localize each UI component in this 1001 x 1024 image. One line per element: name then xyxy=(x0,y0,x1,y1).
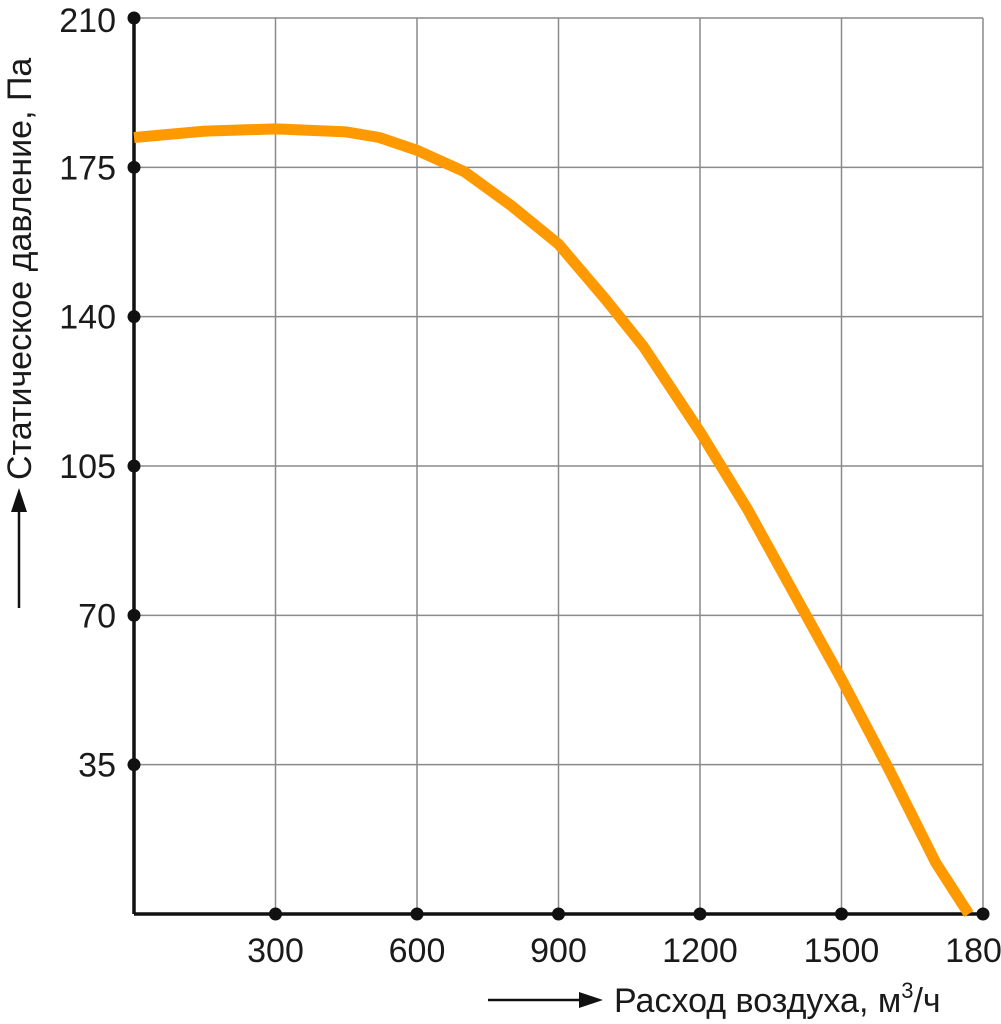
y-tick-label: 210 xyxy=(59,2,116,40)
x-tick-marker xyxy=(976,907,990,921)
x-tick-marker xyxy=(269,907,282,921)
x-axis-title-sup: 3 xyxy=(901,978,913,1003)
x-tick-label: 1500 xyxy=(804,932,880,970)
y-tick-label: 140 xyxy=(59,299,116,337)
y-axis-arrow-head xyxy=(11,488,27,512)
y-tick-label: 70 xyxy=(78,597,116,635)
y-tick-marker xyxy=(127,160,141,174)
y-tick-label: 35 xyxy=(78,747,116,785)
tick-labels: 300 600 900 1200 1500 1800 35 70 105 140 175 210 xyxy=(59,2,1001,970)
y-tick-label: 175 xyxy=(59,149,116,187)
x-tick-label: 1800 xyxy=(945,932,1001,970)
x-axis-title-tail: /ч xyxy=(913,982,940,1020)
x-axis-title-group: Расход воздуха, м3/ч xyxy=(488,978,941,1020)
series xyxy=(133,123,974,917)
x-tick-marker xyxy=(835,907,848,921)
series-line xyxy=(133,123,974,917)
y-tick-marker xyxy=(127,608,141,622)
x-tick-label: 1200 xyxy=(662,932,738,970)
y-tick-marker xyxy=(127,459,141,473)
x-tick-marker xyxy=(552,907,565,921)
tick-markers xyxy=(127,11,990,921)
y-axis-title-group: Статическое давление, Па xyxy=(1,58,39,608)
x-tick-label: 900 xyxy=(530,932,587,970)
y-tick-label: 105 xyxy=(59,448,116,486)
x-axis-title-main: Расход воздуха, м xyxy=(614,982,901,1020)
y-tick-marker xyxy=(127,310,141,324)
x-tick-label: 600 xyxy=(389,932,446,970)
y-tick-marker xyxy=(127,11,141,25)
y-tick-marker xyxy=(127,758,141,772)
x-tick-label: 300 xyxy=(247,932,304,970)
x-axis-title: Расход воздуха, м3/ч xyxy=(614,978,941,1020)
grid xyxy=(134,17,984,914)
x-tick-marker xyxy=(693,907,707,921)
x-axis-arrow-head xyxy=(579,992,603,1008)
x-tick-marker xyxy=(410,907,424,921)
y-axis-title: Статическое давление, Па xyxy=(1,58,39,480)
